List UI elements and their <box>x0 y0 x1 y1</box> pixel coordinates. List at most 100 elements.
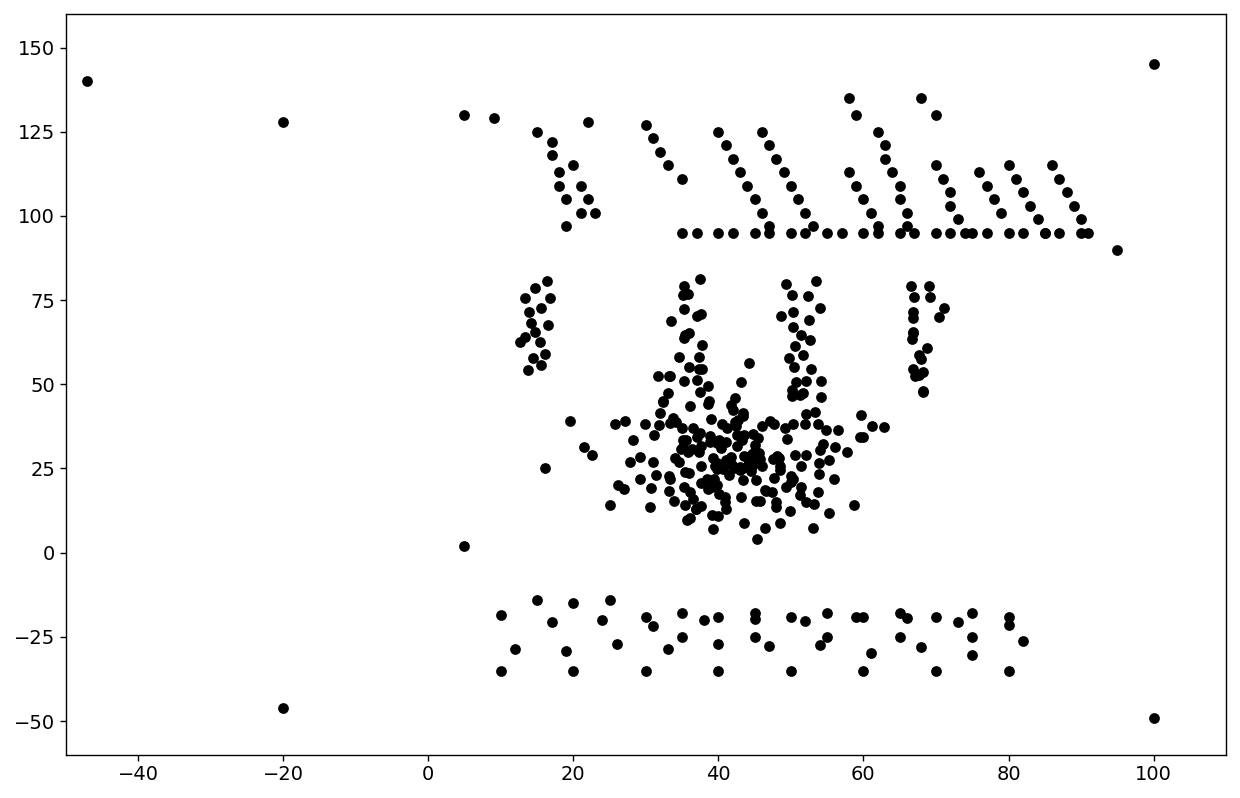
Point <box>703 472 723 485</box>
Point <box>644 429 663 441</box>
Point <box>776 433 796 445</box>
Point <box>651 145 671 158</box>
Point <box>853 227 873 239</box>
Point <box>1013 227 1033 239</box>
Point <box>868 219 888 232</box>
Point <box>708 510 728 523</box>
Point <box>732 376 751 389</box>
Point <box>556 645 575 658</box>
Point <box>662 412 682 425</box>
Point <box>699 394 719 407</box>
Point <box>781 180 801 192</box>
Point <box>911 641 931 654</box>
Point <box>759 639 779 652</box>
Point <box>670 350 689 363</box>
Point <box>531 336 551 349</box>
Point <box>734 407 754 420</box>
Point <box>806 275 826 288</box>
Point <box>707 463 727 476</box>
Point <box>977 180 997 192</box>
Point <box>903 326 923 338</box>
Point <box>701 435 720 448</box>
Point <box>730 462 750 475</box>
Point <box>1049 172 1069 185</box>
Point <box>722 458 742 471</box>
Point <box>527 594 547 606</box>
Point <box>686 503 706 516</box>
Point <box>537 275 557 287</box>
Point <box>745 439 765 452</box>
Point <box>796 449 816 462</box>
Point <box>687 310 707 322</box>
Point <box>766 496 786 509</box>
Point <box>745 612 765 625</box>
Point <box>727 440 746 452</box>
Point <box>760 414 780 427</box>
Point <box>650 407 670 420</box>
Point <box>560 415 580 428</box>
Point <box>689 385 709 398</box>
Point <box>672 607 692 620</box>
Point <box>534 347 554 360</box>
Point <box>491 608 511 621</box>
Point <box>920 290 940 303</box>
Point <box>853 664 873 677</box>
Point <box>962 649 982 662</box>
Point <box>691 427 711 440</box>
Point <box>484 112 503 124</box>
Point <box>764 418 784 431</box>
Point <box>782 417 802 430</box>
Point <box>563 597 583 610</box>
Point <box>832 227 852 239</box>
Point <box>810 456 830 469</box>
Point <box>691 476 711 489</box>
Point <box>582 448 601 461</box>
Point <box>672 172 692 185</box>
Point <box>781 469 801 482</box>
Point <box>717 436 737 448</box>
Point <box>791 460 811 472</box>
Point <box>775 480 795 493</box>
Point <box>868 227 888 239</box>
Point <box>707 478 727 491</box>
Point <box>1071 227 1091 239</box>
Point <box>681 512 701 525</box>
Point <box>676 433 696 446</box>
Point <box>774 166 794 179</box>
Point <box>733 474 753 487</box>
Point <box>708 227 728 239</box>
Point <box>804 498 823 511</box>
Point <box>770 460 790 472</box>
Point <box>799 290 818 302</box>
Point <box>782 305 802 318</box>
Point <box>955 227 975 239</box>
Point <box>1056 186 1076 199</box>
Point <box>650 418 670 431</box>
Point <box>563 664 583 677</box>
Point <box>678 287 698 300</box>
Point <box>909 349 929 361</box>
Point <box>792 387 812 400</box>
Point <box>1143 58 1163 71</box>
Point <box>780 352 800 365</box>
Point <box>808 417 828 430</box>
Point <box>810 639 830 652</box>
Point <box>732 491 751 504</box>
Point <box>926 109 946 121</box>
Point <box>665 451 684 464</box>
Point <box>683 422 703 435</box>
Point <box>1107 243 1127 256</box>
Point <box>698 397 718 410</box>
Point <box>853 610 873 623</box>
Point <box>703 523 723 535</box>
Point <box>640 501 660 514</box>
Point <box>785 448 805 461</box>
Point <box>1049 227 1069 239</box>
Point <box>734 449 754 462</box>
Point <box>743 460 763 472</box>
Point <box>868 125 888 138</box>
Point <box>622 434 642 447</box>
Point <box>672 434 692 447</box>
Point <box>585 206 605 219</box>
Point <box>941 227 961 239</box>
